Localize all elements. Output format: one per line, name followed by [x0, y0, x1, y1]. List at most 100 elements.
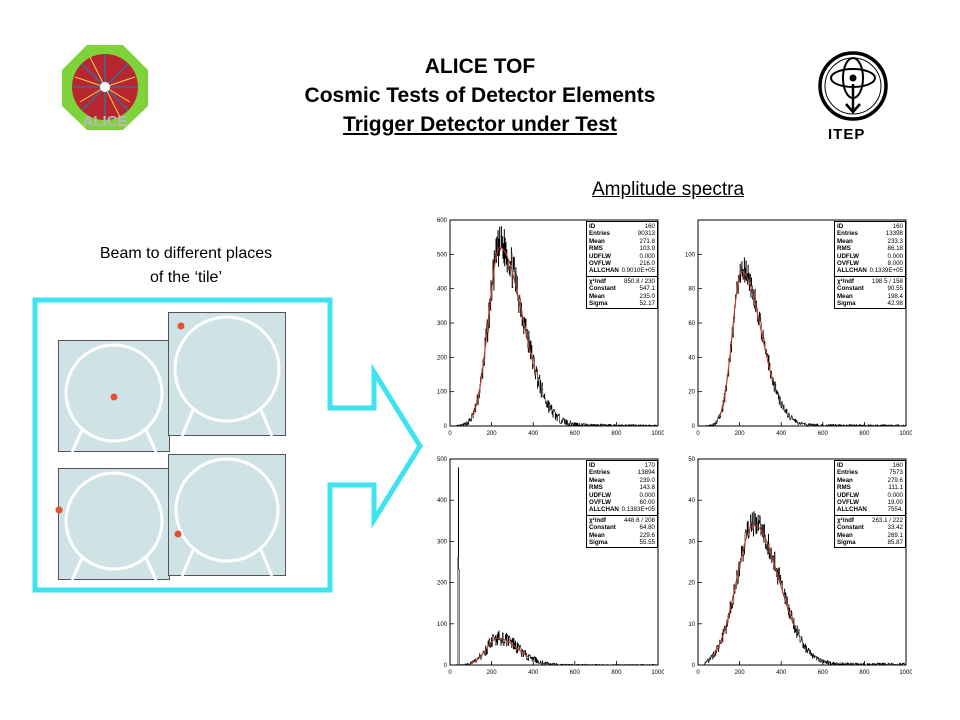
x-tick-label: 800	[859, 431, 870, 437]
histogram-svg: 0 200 400 600 800 1000 0 20 40 60 80 100	[685, 219, 912, 437]
fit-curve	[471, 246, 537, 417]
stats-key: Constant	[589, 524, 616, 532]
stats-value: 90313	[637, 230, 655, 238]
y-tick-label: 20	[688, 390, 695, 396]
fit-curve	[718, 270, 774, 418]
amplitude-spectra-label: Amplitude spectra	[592, 179, 745, 200]
stats-row: Sigma 42.98	[837, 300, 903, 307]
x-tick-label: 0	[448, 670, 452, 676]
stats-value: 160	[892, 223, 903, 230]
stats-value: 64.80	[639, 524, 655, 532]
stats-key: RMS	[589, 245, 603, 253]
stats-value: 86.18	[887, 245, 903, 253]
stats-row: RMS 111.1	[837, 484, 903, 491]
x-tick-label: 1000	[899, 670, 912, 676]
stats-row: RMS 86.18	[837, 245, 903, 252]
stats-value: 60.00	[639, 499, 655, 507]
y-tick-label: 600	[437, 218, 448, 224]
stats-key: RMS	[837, 484, 851, 492]
stats-row: Mean 235.0	[589, 293, 655, 300]
stats-row: UDFLW 0.000	[837, 492, 903, 499]
x-tick-label: 800	[611, 431, 622, 437]
stats-key: UDFLW	[837, 252, 859, 260]
stats-value: 271.8	[639, 237, 655, 245]
y-tick-label: 40	[688, 355, 695, 361]
stats-row: Mean 198.4	[837, 293, 903, 300]
stats-separator	[587, 514, 657, 516]
stats-value: 448.6 / 208	[624, 516, 655, 524]
y-tick-label: 0	[444, 424, 448, 430]
stats-value: 269.1	[887, 531, 903, 539]
histogram-panel-3: 0 200 400 600 800 1000 0 100 200 300 400 500 ID 170 En…	[428, 455, 664, 679]
stats-row: ID 160	[837, 462, 903, 469]
stats-value: 103.9	[639, 245, 655, 253]
stats-value: 13398	[885, 230, 903, 238]
stats-value: 239.0	[639, 476, 655, 484]
stats-row: ID 160	[837, 223, 903, 230]
x-tick-label: 200	[735, 670, 746, 676]
stats-separator	[835, 514, 905, 516]
stats-row: OVFLW 8.000	[837, 260, 903, 267]
stats-key: Mean	[837, 476, 853, 484]
stats-row: χ²/ndf 850.8 / 230	[589, 278, 655, 285]
stats-key: Constant	[837, 285, 864, 293]
plot-frame	[697, 458, 907, 666]
stats-value: 850.8 / 230	[624, 277, 655, 285]
histogram-panel-1: 0 200 400 600 800 1000 0 100 200 300 400 500 600 ID 16…	[428, 216, 664, 440]
x-tick-label: 1000	[651, 431, 664, 437]
stats-value: 170	[644, 462, 655, 469]
stats-key: Mean	[837, 531, 853, 539]
stats-value: 0.9010E+05	[621, 267, 655, 275]
stats-value: 19.00	[887, 499, 903, 507]
stats-row: ALLCHAN 0.1383E+05	[589, 506, 655, 513]
stats-key: Entries	[837, 230, 858, 238]
beam-label-line2: of the ‘tile’	[149, 269, 223, 286]
beam-dot-3	[55, 506, 63, 514]
x-tick-label: 400	[528, 670, 539, 676]
stats-value: 0.000	[639, 252, 655, 260]
stats-key: RMS	[837, 245, 851, 253]
stats-key: χ²/ndf	[837, 516, 854, 524]
beam-dot-2	[177, 322, 185, 330]
stats-row: ID 170	[589, 462, 655, 469]
stats-key: Mean	[589, 237, 605, 245]
stats-value: 229.6	[639, 531, 655, 539]
y-tick-label: 0	[692, 663, 696, 669]
y-tick-label: 500	[437, 457, 448, 463]
stats-row: Mean 239.0	[589, 477, 655, 484]
stats-row: Entries 13894	[589, 469, 655, 476]
y-tick-label: 200	[437, 581, 448, 587]
stats-key: Mean	[589, 476, 605, 484]
stats-row: RMS 143.8	[589, 484, 655, 491]
stats-value: 111.1	[888, 484, 903, 492]
stats-value: 160	[892, 462, 903, 469]
stats-value: 0.1339E+05	[869, 267, 903, 275]
stats-value: 7573	[889, 469, 903, 477]
stats-key: χ²/ndf	[589, 516, 606, 524]
stats-row: χ²/ndf 448.6 / 208	[589, 517, 655, 524]
stats-key: ALLCHAN	[837, 267, 867, 275]
stats-value: 42.98	[887, 300, 903, 308]
alice-logo: ALICE	[62, 45, 148, 130]
stats-value: 90.55	[887, 285, 903, 293]
x-tick-label: 800	[611, 670, 622, 676]
stats-key: Constant	[589, 285, 616, 293]
stats-row: OVFLW 19.00	[837, 499, 903, 506]
histogram-line	[456, 226, 658, 427]
itep-logo-text: ITEP	[828, 126, 866, 143]
beam-label-line1: Beam to different places	[99, 245, 273, 262]
stats-row: OVFLW 60.00	[589, 499, 655, 506]
y-tick-label: 200	[437, 355, 448, 361]
x-tick-label: 1000	[651, 670, 664, 676]
stats-box: ID 160 Entries 90313 Mean 271.8 RMS 103.9 UDFLW 0…	[586, 221, 658, 310]
stats-value: 233.3	[887, 237, 903, 245]
x-tick-label: 1000	[899, 431, 912, 437]
y-tick-label: 300	[437, 539, 448, 545]
stats-row: Constant 33.42	[837, 524, 903, 531]
stats-separator	[835, 275, 905, 277]
x-tick-label: 400	[776, 670, 787, 676]
fit-curve	[711, 524, 795, 658]
stats-row: Mean 269.1	[837, 532, 903, 539]
tile-top-right	[168, 312, 286, 436]
stats-key: Constant	[837, 524, 864, 532]
